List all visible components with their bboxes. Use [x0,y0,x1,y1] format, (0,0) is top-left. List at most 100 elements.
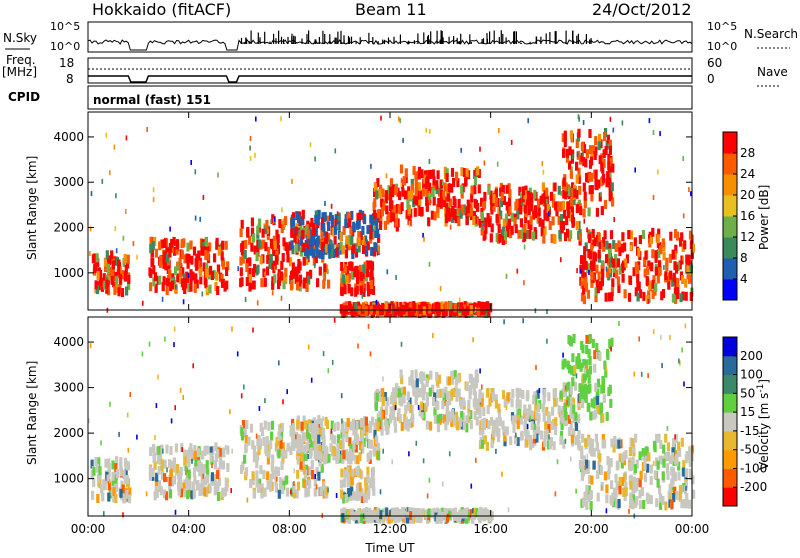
power-speckle [423,236,425,242]
power-speckle [408,220,411,226]
power-echo-cell [671,277,675,287]
power-echo-cell [497,216,501,226]
vel-echo-cell [427,508,431,518]
vel-speckle [126,412,129,418]
vel-echo-cell [468,390,472,400]
vel-echo-cell [213,486,217,496]
power-echo-cell [484,217,488,227]
power-echo-cell [669,231,673,241]
vel-echo-cell [152,453,156,463]
power-speckle [274,216,276,222]
power-echo-cell [369,230,373,240]
vel-echo-cell [206,468,210,478]
vel-speckle [282,399,284,405]
power-echo-cell [384,300,388,310]
power-echo-cell [569,212,573,222]
vel-echo-cell [638,451,642,461]
vel-echo-cell [244,443,248,453]
power-echo-cell [600,153,604,163]
vel-echo-cell [342,429,346,439]
power-echo-cell [110,250,114,260]
vel-echo-cell [263,420,267,430]
vel-speckle [564,438,567,444]
power-echo-cell [355,275,360,285]
power-echo-cell [669,270,673,280]
vel-echo-cell [289,427,293,437]
power-echo-cell [371,230,375,240]
power-echo-cell [261,228,265,238]
power-echo-cell [664,271,668,281]
vel-echo-cell [649,464,653,474]
power-echo-cell [444,301,448,311]
velocity-colorbar-label: Velocity [m s-1] [756,379,771,470]
vel-speckle [261,487,263,493]
vel-echo-cell [279,430,284,440]
power-echo-cell [575,161,579,171]
power-echo-cell [322,222,326,232]
vel-echo-cell [198,467,202,477]
vel-echo-cell [574,411,578,421]
vel-echo-cell [188,447,192,457]
power-speckle [324,201,326,206]
power-echo-cell [413,207,417,217]
power-echo-cell [483,230,487,240]
vel-echo-cell [425,377,429,387]
power-echo-cell [418,196,422,206]
vel-echo-cell [356,492,360,502]
power-echo-cell [368,224,372,234]
power-echo-cell [361,245,366,254]
vel-echo-cell [605,484,609,494]
power-echo-cell [529,215,533,225]
vel-echo-cell [354,430,358,440]
vel-echo-cell [678,492,682,502]
power-echo-cell [561,133,565,143]
power-speckle [385,173,388,179]
power-echo-cell [486,213,490,222]
vel-echo-cell [365,514,369,524]
power-echo-cell [445,168,449,178]
time-tick-label: 00:00 [71,522,106,536]
vel-echo-cell [205,460,209,470]
vel-echo-cell [594,382,598,392]
vel-echo-cell [573,381,578,391]
power-echo-cell [540,227,544,237]
vel-echo-cell [548,440,552,450]
power-echo-cell [274,254,278,264]
vel-echo-cell [475,507,479,517]
vel-speckle [286,389,288,395]
power-echo-cell [275,229,279,239]
power-echo-cell [327,232,331,242]
power-echo-cell [595,264,599,274]
power-echo-cell [476,202,480,212]
vel-speckle [428,477,431,483]
vel-echo-cell [226,463,230,472]
power-echo-cell [570,206,574,216]
vel-echo-cell [410,370,414,380]
power-echo-cell [679,237,683,247]
power-echo-cell [602,159,606,168]
vel-speckle [122,512,124,518]
vel-echo-cell [543,431,547,440]
power-echo-cell [656,274,660,284]
power-echo-cell [605,178,609,188]
vel-echo-cell [183,456,187,466]
power-echo-cell [454,214,458,224]
power-heatmap [89,114,695,318]
vel-speckle [118,431,120,437]
vel-speckle [191,458,193,464]
vel-echo-cell [369,439,374,449]
power-echo-cell [469,202,473,212]
power-echo-cell [290,240,294,250]
vel-echo-cell [516,411,520,420]
vel-echo-cell [340,489,344,499]
vel-echo-cell [528,409,532,419]
power-echo-cell [591,229,595,238]
power-echo-cell [427,170,431,180]
power-echo-cell [551,216,555,226]
vel-echo-cell [450,370,454,380]
power-echo-cell [170,244,174,253]
power-echo-cell [609,162,613,172]
power-echo-cell [263,277,267,287]
power-echo-cell [108,267,112,277]
